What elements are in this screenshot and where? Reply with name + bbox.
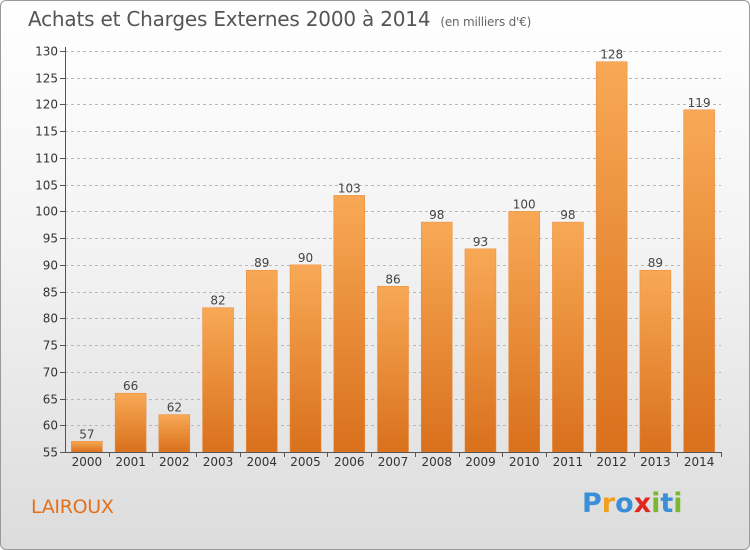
x-tick-label: 2008	[421, 455, 452, 469]
y-tick-label: 105	[35, 179, 58, 193]
data-labels: 57 66 62 82 89 90 103 86 98 93 100 98 128 89 119	[79, 48, 710, 442]
bar-2001	[114, 392, 147, 453]
value-label: 98	[429, 208, 444, 222]
logo-letter: r	[601, 488, 616, 519]
bar-2008	[420, 221, 453, 453]
y-tick-label: 85	[43, 286, 58, 300]
y-tick-label: 95	[43, 232, 58, 246]
x-tick-label: 2012	[596, 455, 627, 469]
value-label: 57	[79, 427, 94, 441]
value-label: 62	[167, 401, 182, 415]
y-tick-label: 120	[35, 98, 58, 112]
x-tick-label: 2007	[378, 455, 409, 469]
logo-letter: x	[633, 488, 652, 519]
x-tick-label: 2004	[247, 455, 278, 469]
bar-2003	[202, 307, 234, 453]
y-tick-label: 55	[43, 446, 58, 460]
bar-2007	[377, 286, 409, 453]
value-label: 100	[513, 197, 536, 211]
y-tick-label: 65	[43, 393, 58, 407]
logo-letter: i	[651, 488, 661, 519]
bars	[71, 61, 715, 453]
x-tick-label: 2010	[509, 455, 540, 469]
axes: 55 60 65 70 75 80 85 90 95 100 105 110 115 120 125 130 2…	[35, 45, 722, 469]
x-tick-label: 2014	[684, 455, 715, 469]
value-label: 82	[210, 294, 225, 308]
x-tick-label: 2001	[115, 455, 146, 469]
chart-title: Achats et Charges Externes 2000 à 2014 (e…	[28, 7, 531, 31]
y-tick-label: 90	[43, 259, 58, 273]
logo-letter: P	[582, 488, 602, 519]
y-tick-label: 80	[43, 312, 58, 326]
y-tick-label: 75	[43, 339, 58, 353]
y-tick-label: 125	[35, 72, 58, 86]
x-tick-label: 2009	[465, 455, 496, 469]
title-unit: (en milliers d'€)	[440, 15, 532, 29]
value-label: 119	[688, 96, 711, 110]
value-label: 103	[338, 181, 361, 195]
value-label: 128	[600, 48, 623, 62]
value-label: 66	[123, 379, 138, 393]
x-tick-label: 2002	[159, 455, 190, 469]
value-label: 86	[385, 272, 400, 286]
bar-2006	[333, 195, 366, 453]
x-tick-label: 2005	[290, 455, 321, 469]
bar-2004	[246, 269, 278, 453]
x-tick-label: 2006	[334, 455, 365, 469]
x-tick-label: 2003	[203, 455, 234, 469]
value-label: 89	[254, 256, 269, 270]
y-tick-label: 60	[43, 419, 58, 433]
y-tick-label: 70	[43, 366, 58, 380]
x-tick-label: 2000	[72, 455, 103, 469]
bar-2000	[71, 441, 103, 453]
bar-2013	[639, 269, 672, 453]
value-label: 98	[560, 208, 575, 222]
bar-2011	[552, 221, 584, 453]
bar-2005	[289, 264, 322, 453]
logo-letter: o	[615, 488, 634, 519]
logo-letter: t	[660, 488, 674, 519]
y-tick-label: 115	[35, 125, 58, 139]
y-tick-label: 100	[35, 205, 58, 219]
bar-2010	[508, 211, 540, 453]
x-tick-label: 2013	[640, 455, 671, 469]
value-label: 90	[298, 251, 313, 265]
bar-2012	[595, 61, 628, 453]
value-label: 89	[648, 256, 663, 270]
bar-2002	[158, 414, 191, 453]
y-tick-label: 110	[35, 152, 58, 166]
value-label: 93	[473, 235, 488, 249]
x-tick-label: 2011	[553, 455, 584, 469]
y-tick-label: 130	[35, 45, 58, 59]
proxiti-logo[interactable]: Proxiti	[582, 488, 683, 519]
logo-letter: i	[673, 488, 683, 519]
title-text: Achats et Charges Externes 2000 à 2014	[28, 7, 431, 31]
commune-name: LAIROUX	[31, 496, 114, 518]
bar-2009	[464, 248, 497, 453]
bar-2014	[683, 109, 715, 453]
